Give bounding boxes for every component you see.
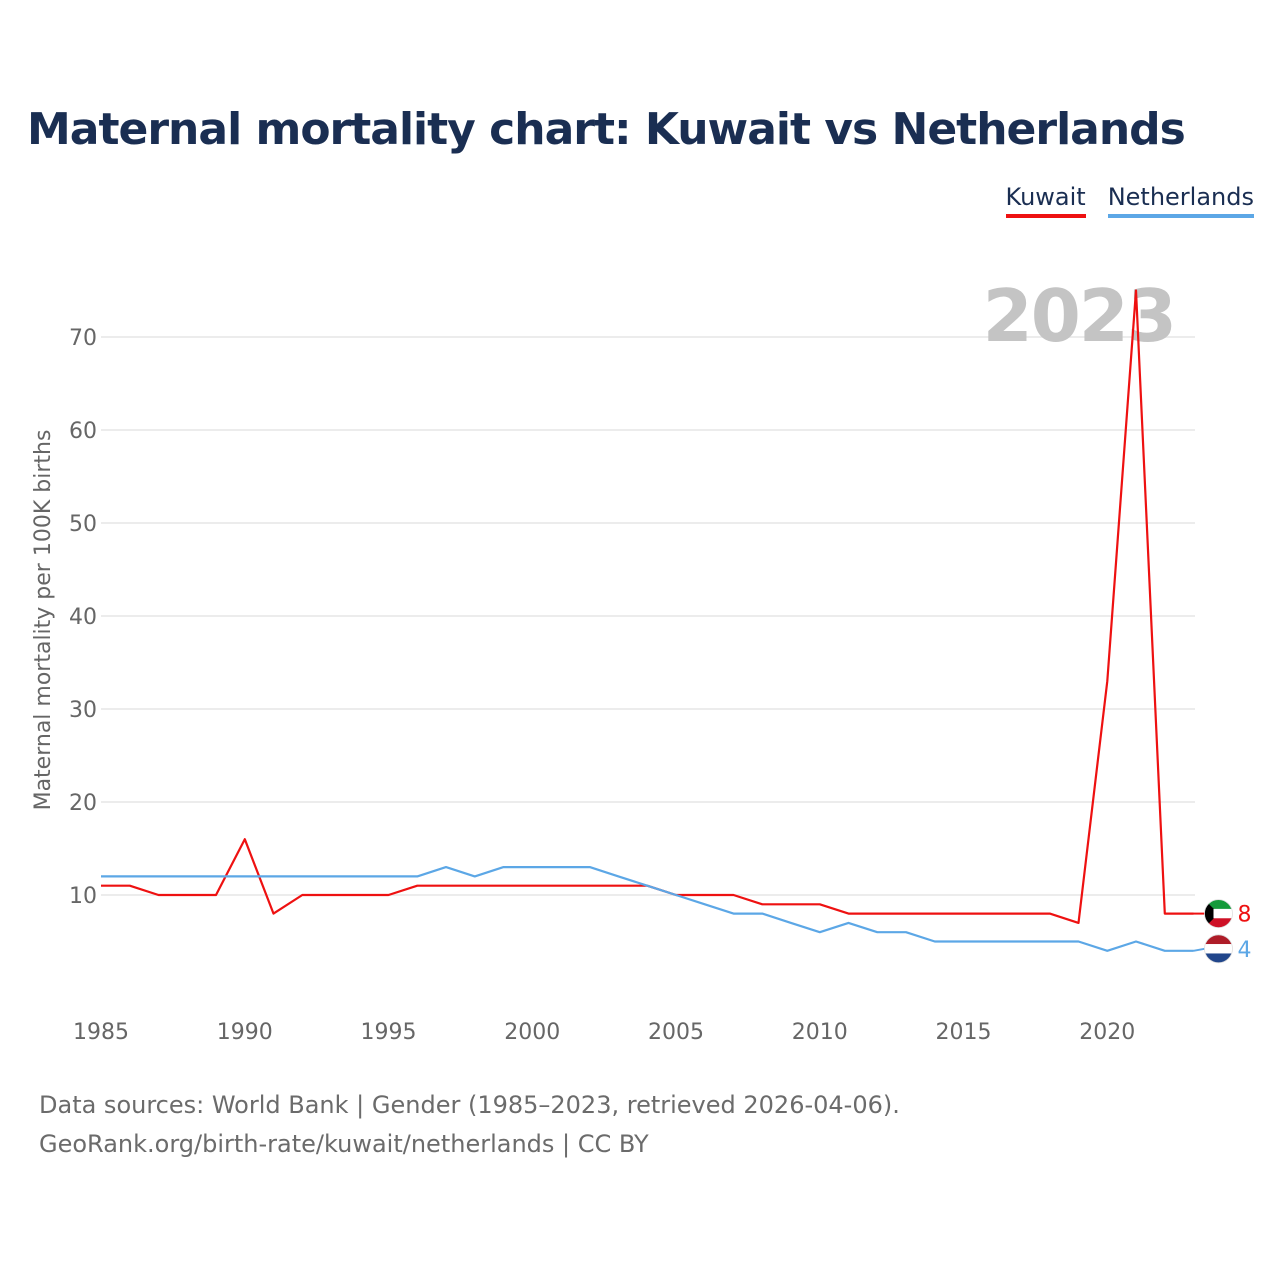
legend-item-kuwait[interactable]: Kuwait <box>1005 182 1086 218</box>
y-tick-label: 10 <box>69 884 97 909</box>
y-tick-label: 20 <box>69 791 97 816</box>
legend-label-netherlands: Netherlands <box>1107 183 1254 211</box>
x-tick-label: 2005 <box>648 1020 704 1045</box>
grid-lines <box>101 336 1195 896</box>
legend-item-netherlands[interactable]: Netherlands <box>1107 182 1254 218</box>
source-line-1: Data sources: World Bank | Gender (1985–… <box>39 1091 900 1119</box>
netherlands-connector <box>1193 947 1205 952</box>
year-watermark: 2023 <box>983 274 1175 358</box>
x-tick-label: 1985 <box>73 1020 129 1045</box>
y-tick-label: 60 <box>69 419 97 444</box>
source-note: Data sources: World Bank | Gender (1985–… <box>39 1086 900 1164</box>
legend: Kuwait Netherlands <box>1005 182 1254 218</box>
legend-label-kuwait: Kuwait <box>1005 183 1086 211</box>
series-line-kuwait <box>101 289 1194 925</box>
x-tick-label: 2020 <box>1079 1020 1135 1045</box>
netherlands-flag-icon <box>1204 934 1233 963</box>
y-tick-label: 40 <box>69 605 97 630</box>
x-tick-label: 2010 <box>792 1020 848 1045</box>
end-markers: 84 <box>1193 899 1252 964</box>
x-tick-label: 1995 <box>361 1020 417 1045</box>
x-tick-label: 1990 <box>217 1020 273 1045</box>
x-tick-label: 2000 <box>504 1020 560 1045</box>
y-tick-label: 70 <box>69 326 97 351</box>
source-line-2: GeoRank.org/birth-rate/kuwait/netherland… <box>39 1130 649 1158</box>
chart-title: Maternal mortality chart: Kuwait vs Neth… <box>27 104 1186 155</box>
series-line-netherlands <box>101 865 1194 952</box>
y-tick-label: 30 <box>69 698 97 723</box>
series-lines <box>101 289 1194 952</box>
y-axis-ticks: 10 20 30 40 50 60 70 <box>69 326 97 909</box>
y-axis-title: Maternal mortality per 100K births <box>31 430 56 811</box>
x-tick-label: 2015 <box>936 1020 992 1045</box>
netherlands-end-value: 4 <box>1238 938 1252 963</box>
y-tick-label: 50 <box>69 512 97 537</box>
x-axis-ticks: 1985 1990 1995 2000 2005 2010 2015 2020 <box>73 1020 1135 1045</box>
kuwait-end-value: 8 <box>1238 903 1252 928</box>
